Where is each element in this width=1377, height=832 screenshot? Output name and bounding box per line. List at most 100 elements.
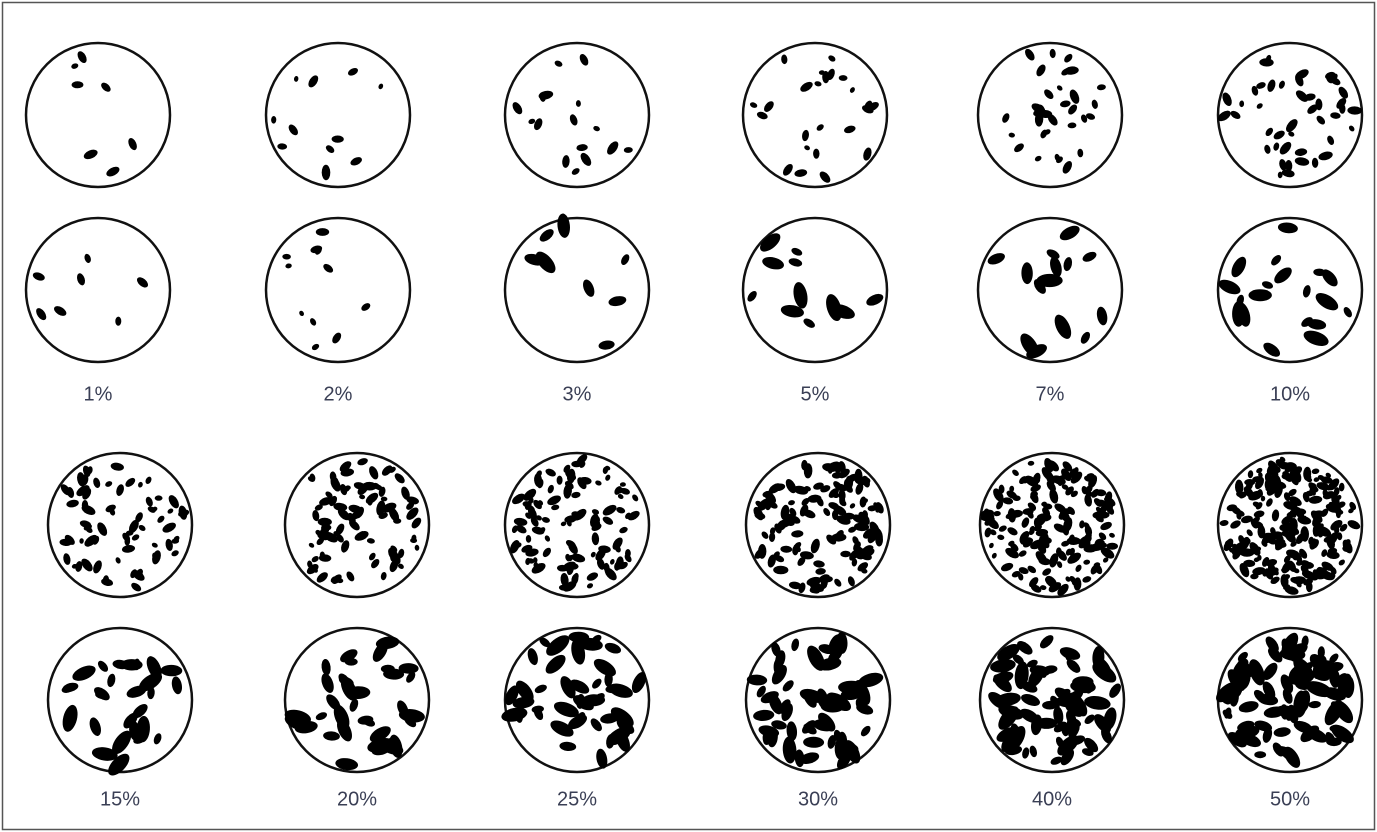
speck xyxy=(801,498,810,506)
speck xyxy=(124,537,131,546)
speck xyxy=(756,685,766,698)
speck xyxy=(556,475,563,485)
speck xyxy=(1022,747,1030,759)
speck xyxy=(612,537,623,550)
speck xyxy=(1303,662,1314,671)
speck xyxy=(565,470,577,481)
speck xyxy=(321,164,331,181)
speck xyxy=(765,502,772,511)
speck xyxy=(1106,505,1115,515)
speck xyxy=(347,67,359,76)
speck xyxy=(1288,131,1295,137)
speck xyxy=(1044,129,1051,135)
speck xyxy=(1337,673,1352,698)
speck xyxy=(1096,306,1108,326)
speck xyxy=(838,742,859,754)
sample-circle xyxy=(24,216,172,364)
speck xyxy=(349,520,360,531)
speck xyxy=(1246,529,1253,537)
speck xyxy=(1035,551,1048,565)
speck xyxy=(1036,273,1063,288)
speck xyxy=(803,691,817,708)
sample-circle xyxy=(264,216,412,364)
speck xyxy=(1300,564,1309,575)
speck xyxy=(592,678,602,689)
speck xyxy=(1294,148,1308,156)
speck xyxy=(1321,561,1334,571)
speck xyxy=(1002,113,1010,123)
speck xyxy=(1327,547,1338,555)
speck xyxy=(571,553,586,563)
speck xyxy=(307,560,313,569)
speck xyxy=(1265,636,1279,653)
speck xyxy=(987,253,1005,265)
speck xyxy=(822,71,830,84)
speck xyxy=(875,532,884,547)
speck xyxy=(1279,159,1287,171)
speck xyxy=(773,483,786,492)
speck xyxy=(991,552,997,559)
speck xyxy=(1322,489,1329,498)
speck xyxy=(798,582,806,594)
speck xyxy=(1250,573,1259,580)
percent-label: 50% xyxy=(1270,788,1310,810)
speck xyxy=(1265,558,1278,567)
speck xyxy=(1227,731,1247,748)
speck xyxy=(539,637,551,648)
speck xyxy=(1065,576,1071,582)
speck xyxy=(97,660,109,672)
speck xyxy=(332,332,342,344)
speck xyxy=(596,558,605,570)
speck xyxy=(580,152,592,166)
speck xyxy=(1056,85,1063,91)
speck xyxy=(1247,470,1254,479)
sample-circle xyxy=(24,41,172,189)
speck xyxy=(1036,513,1052,522)
speck xyxy=(1294,157,1310,166)
speck xyxy=(1226,504,1238,512)
speck xyxy=(800,81,813,92)
speck xyxy=(788,500,795,506)
speck xyxy=(1069,735,1086,746)
speck xyxy=(569,679,590,694)
speck xyxy=(115,557,121,564)
speck xyxy=(340,676,357,701)
speck xyxy=(1239,548,1255,557)
speck xyxy=(64,534,75,545)
speck xyxy=(993,510,1001,517)
speck xyxy=(1100,521,1112,531)
speck xyxy=(855,482,864,495)
speck xyxy=(590,718,602,732)
speck xyxy=(397,563,404,569)
speck xyxy=(1328,478,1340,491)
speck xyxy=(351,510,362,520)
speck xyxy=(774,523,786,532)
speck xyxy=(307,476,315,482)
speck xyxy=(1058,688,1071,698)
speck xyxy=(333,531,341,537)
speck xyxy=(1320,476,1333,484)
speck xyxy=(1057,583,1069,596)
speck xyxy=(89,717,101,736)
speck xyxy=(771,720,787,730)
speck xyxy=(544,535,551,542)
speck xyxy=(1349,501,1357,511)
speck xyxy=(1055,547,1062,556)
speck xyxy=(786,721,798,741)
percent-label: 25% xyxy=(557,788,597,810)
speck xyxy=(833,493,840,499)
speck xyxy=(341,540,350,553)
speck xyxy=(1273,142,1280,151)
speck xyxy=(284,714,308,731)
speck xyxy=(323,263,334,273)
speck xyxy=(1325,472,1332,478)
speck xyxy=(1283,501,1298,510)
speck xyxy=(77,51,87,63)
speck xyxy=(802,129,809,142)
speck xyxy=(167,508,174,514)
speck xyxy=(576,144,588,152)
speck xyxy=(631,671,647,694)
speck xyxy=(753,709,775,721)
speck xyxy=(102,575,110,586)
speck xyxy=(1027,565,1037,574)
